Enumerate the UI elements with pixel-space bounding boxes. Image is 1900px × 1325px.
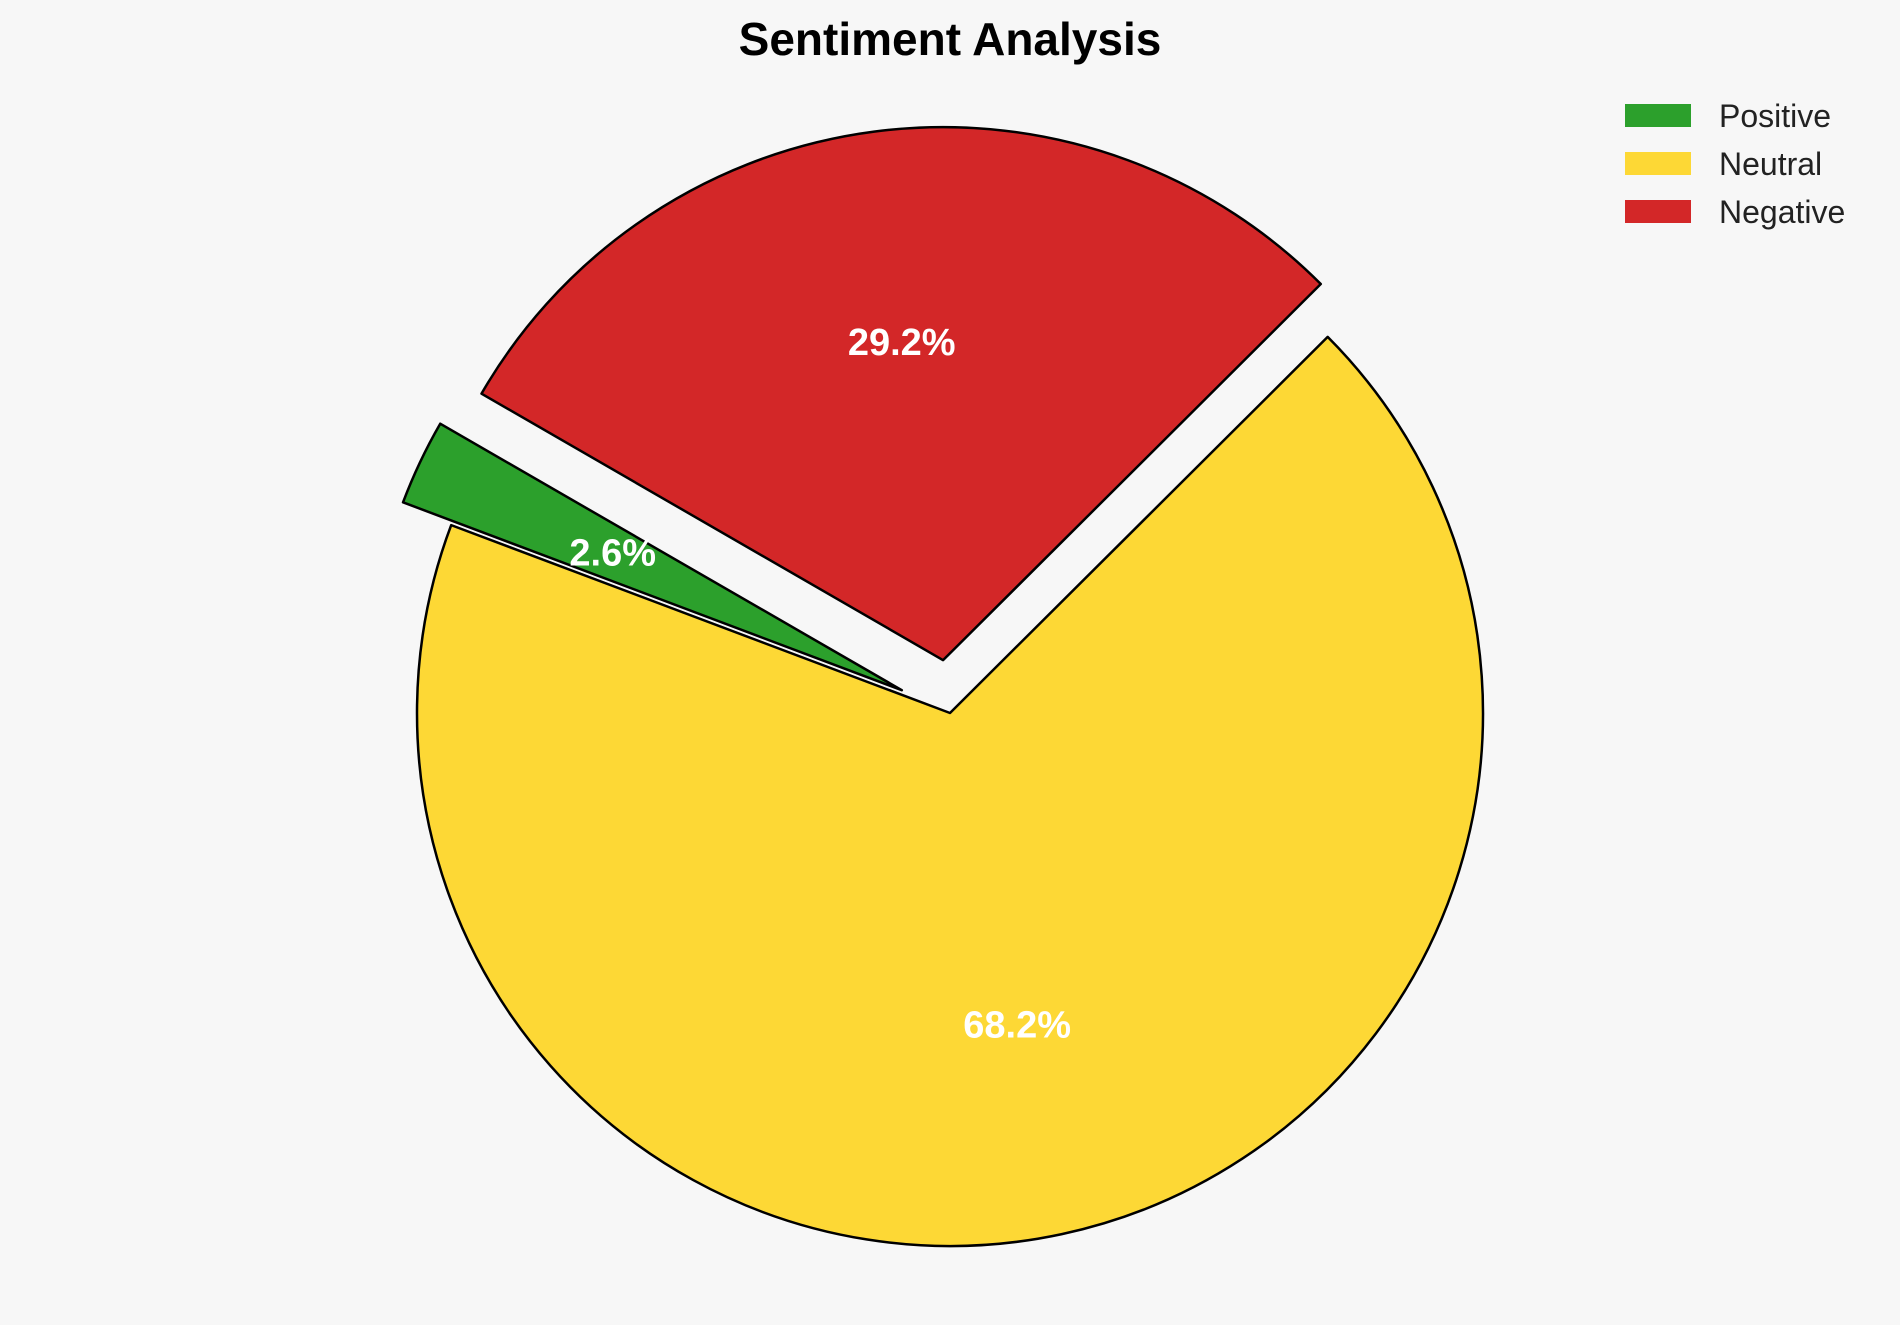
legend: Positive Neutral Negative — [1625, 98, 1845, 230]
legend-label-neutral: Neutral — [1719, 146, 1822, 182]
slice-label-neutral: 68.2% — [963, 1005, 1071, 1047]
pie-slice-negative — [480, 125, 1323, 662]
slice-label-negative: 29.2% — [848, 322, 956, 364]
pie-slice-positive — [401, 422, 904, 692]
legend-label-positive: Positive — [1719, 98, 1831, 134]
pie-slice-labels: 2.6% 68.2% 29.2% — [569, 322, 1071, 1047]
pie-slice-neutral — [415, 335, 1485, 1248]
legend-swatch-neutral — [1625, 152, 1691, 175]
chart-title: Sentiment Analysis — [739, 13, 1162, 65]
legend-swatch-positive — [1625, 104, 1691, 127]
legend-label-negative: Negative — [1719, 194, 1845, 230]
slice-label-positive: 2.6% — [569, 532, 656, 574]
legend-swatch-negative — [1625, 200, 1691, 223]
pie-slices — [401, 125, 1485, 1248]
